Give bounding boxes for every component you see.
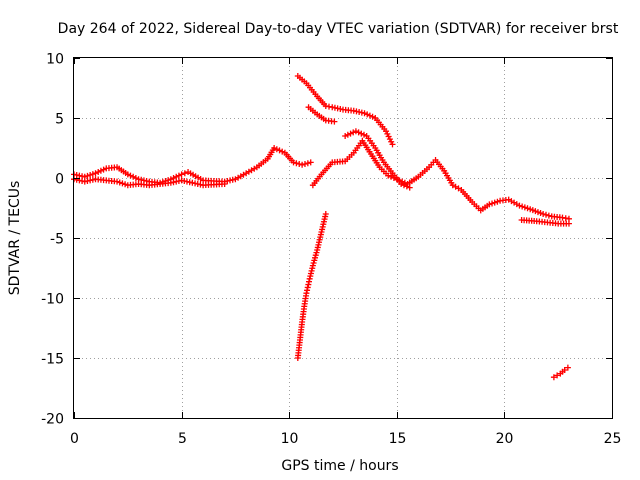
- data-point-marker: [181, 170, 188, 177]
- data-point-marker: [366, 112, 373, 119]
- data-point-marker: [554, 372, 561, 379]
- data-point-marker: [344, 131, 351, 138]
- data-point-marker: [347, 130, 354, 137]
- series-track_13_15h: [342, 128, 413, 191]
- data-point-marker: [540, 211, 547, 217]
- series-main_track_lower: [71, 176, 228, 189]
- data-point-marker: [304, 160, 311, 167]
- data-point-marker: [385, 172, 392, 179]
- data-point-marker: [293, 160, 300, 167]
- data-point-marker: [299, 161, 306, 168]
- data-point-marker: [342, 133, 349, 139]
- data-point-marker: [307, 159, 314, 166]
- data-point-marker: [95, 169, 102, 175]
- chart-title: Day 264 of 2022, Sidereal Day-to-day VTE…: [58, 21, 619, 37]
- data-point-marker: [301, 161, 308, 167]
- y-tick-label: -15: [41, 352, 64, 368]
- data-point-marker: [564, 364, 571, 371]
- axis-ticks: 0 5 10 15 20 25 10 5 0 -5 -10 -15 -20: [41, 52, 621, 448]
- data-point-marker: [524, 205, 531, 212]
- data-point-marker: [516, 202, 523, 209]
- data-point-marker: [521, 204, 528, 211]
- y-tick-label: 0: [55, 172, 64, 188]
- data-point-marker: [543, 211, 550, 218]
- data-point-marker: [398, 181, 405, 187]
- data-point-marker: [388, 173, 395, 180]
- data-point-marker: [364, 111, 371, 118]
- data-point-marker: [561, 367, 568, 373]
- series-upper_branch: [294, 73, 396, 148]
- x-tick-label: 20: [496, 431, 514, 447]
- data-point-marker: [114, 178, 121, 185]
- data-point-marker: [100, 166, 107, 173]
- data-point-marker: [389, 141, 396, 148]
- data-point-marker: [322, 211, 329, 217]
- series-late_lower_track: [518, 217, 572, 227]
- data-point-marker: [486, 201, 493, 208]
- x-tick-label: 10: [281, 431, 299, 447]
- y-tick-label: 10: [46, 52, 64, 68]
- data-point-marker: [400, 182, 407, 189]
- data-point-marker: [271, 145, 278, 151]
- data-point-marker: [122, 181, 129, 188]
- data-point-marker: [545, 212, 552, 219]
- series-late_isolated_segment: [550, 364, 571, 381]
- x-tick-label: 25: [604, 431, 622, 447]
- data-point-marker: [355, 129, 362, 136]
- data-point-marker: [276, 147, 283, 154]
- data-point-marker: [92, 170, 99, 177]
- data-point-marker: [87, 172, 94, 178]
- series-post_11h_track: [309, 137, 572, 222]
- data-point-marker: [178, 171, 185, 178]
- data-point-marker: [489, 200, 496, 207]
- data-point-marker: [273, 146, 280, 153]
- x-tick-label: 0: [70, 431, 79, 447]
- x-tick-label: 15: [389, 431, 407, 447]
- plot-frame: [73, 57, 613, 419]
- data-point-marker: [97, 167, 104, 174]
- series-second_upper_branch: [305, 104, 338, 125]
- series-steep_branch: [294, 211, 329, 361]
- data-point-marker: [279, 148, 286, 155]
- y-tick-label: 5: [55, 112, 64, 128]
- data-point-marker: [331, 118, 338, 125]
- data-point-marker: [494, 198, 501, 205]
- data-point-marker: [175, 172, 182, 179]
- y-axis-label: SDTVAR / TECUs: [7, 181, 23, 296]
- data-point-marker: [350, 129, 357, 136]
- data-point-marker: [361, 110, 368, 117]
- data-point-marker: [124, 171, 131, 178]
- data-point-marker: [119, 180, 126, 187]
- data-point-marker: [519, 203, 526, 210]
- data-marks: [71, 73, 572, 381]
- data-point-marker: [491, 199, 498, 206]
- data-point-marker: [221, 181, 228, 187]
- data-point-marker: [296, 161, 303, 167]
- grid-lines: [74, 58, 612, 418]
- y-tick-label: -20: [41, 412, 64, 428]
- data-point-marker: [84, 172, 91, 179]
- data-point-marker: [290, 159, 297, 166]
- data-point-marker: [352, 128, 359, 135]
- data-point-marker: [360, 131, 367, 138]
- data-point-marker: [132, 175, 139, 181]
- data-point-marker: [116, 179, 123, 186]
- x-tick-label: 5: [178, 431, 187, 447]
- data-point-marker: [89, 171, 96, 178]
- data-point-marker: [565, 220, 572, 227]
- data-point-marker: [127, 172, 134, 179]
- y-tick-label: -10: [41, 292, 64, 308]
- data-point-marker: [403, 183, 410, 190]
- data-point-marker: [550, 374, 557, 381]
- y-tick-label: -5: [50, 232, 64, 248]
- data-point-marker: [130, 173, 137, 180]
- data-point-marker: [369, 113, 376, 120]
- x-axis-label: GPS time / hours: [281, 458, 398, 474]
- data-point-marker: [358, 130, 365, 137]
- series-main_track: [71, 145, 314, 186]
- data-point-marker: [406, 184, 413, 191]
